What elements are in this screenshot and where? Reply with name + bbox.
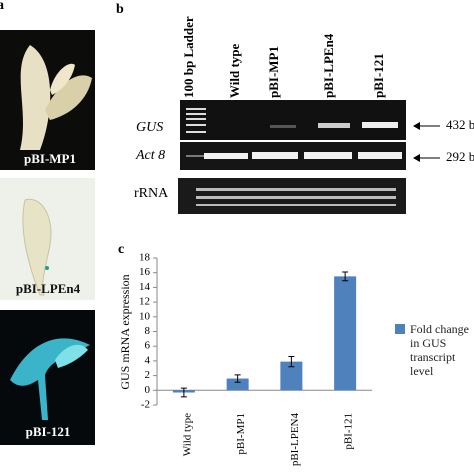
y-tick-label: 8 [145, 325, 151, 337]
bar [226, 378, 249, 391]
legend-swatch [395, 324, 405, 334]
x-tick-label: pBI-LPEN4 [289, 413, 301, 467]
error-bar [180, 387, 187, 398]
error-bar [288, 355, 295, 368]
row-label: GUS [136, 120, 163, 135]
error-bar [342, 271, 349, 282]
plant [55, 344, 88, 368]
leaf [22, 198, 52, 296]
stain [45, 266, 49, 270]
error-bar [234, 374, 241, 383]
y-tick-label: 18 [139, 252, 151, 264]
y-tick-label: 14 [139, 281, 151, 293]
band [362, 122, 398, 128]
bar [334, 276, 357, 391]
lane-label: pBI-121 [371, 53, 386, 98]
arrowhead [413, 122, 420, 130]
bar [280, 361, 303, 391]
lane-label: 100 bp Ladder [181, 16, 196, 98]
arrowhead [413, 154, 420, 162]
panel-label: a [0, 0, 4, 13]
lane-label: pBI-MP1 [266, 46, 281, 98]
lane-label: Wild type [227, 43, 242, 98]
marker-label: 292 bp [446, 149, 474, 164]
plant [10, 338, 90, 420]
gel [180, 100, 406, 140]
x-tick-label: Wild type [181, 413, 193, 456]
y-tick-label: 2 [145, 369, 151, 381]
y-tick-label: 6 [145, 340, 151, 352]
y-tick-label: 10 [139, 310, 151, 322]
y-tick-label: 0 [145, 384, 151, 396]
rrna-bands [196, 188, 396, 206]
leaf [20, 45, 51, 150]
row-label: Act 8 [135, 148, 165, 163]
band [318, 123, 350, 128]
ladder-bands [186, 108, 206, 157]
y-tick-label: 12 [139, 296, 150, 308]
petal [50, 63, 75, 95]
marker-label: 432 bp [446, 117, 474, 132]
legend-label: Fold change in GUS transcript level [410, 322, 469, 378]
y-tick-label: -2 [141, 399, 150, 411]
band [270, 125, 296, 128]
x-tick-label: pBI-MP1 [235, 413, 247, 455]
x-tick-label: pBI-121 [343, 413, 355, 450]
image-label: pBI-121 [26, 424, 71, 439]
row-label: rRNA [134, 186, 169, 201]
y-tick-label: 4 [145, 354, 151, 366]
leaf [45, 75, 92, 120]
image-label: pBI-LPEn4 [16, 281, 81, 296]
panel-label: b [116, 2, 124, 17]
act-bands [204, 152, 402, 159]
lane-label: pBI-LPEn4 [321, 33, 336, 98]
y-tick-label: 16 [139, 266, 151, 278]
panel-label: c [118, 242, 124, 257]
image-label: pBI-MP1 [24, 151, 76, 166]
y-axis-title: GUS mRNA expression [118, 274, 132, 389]
